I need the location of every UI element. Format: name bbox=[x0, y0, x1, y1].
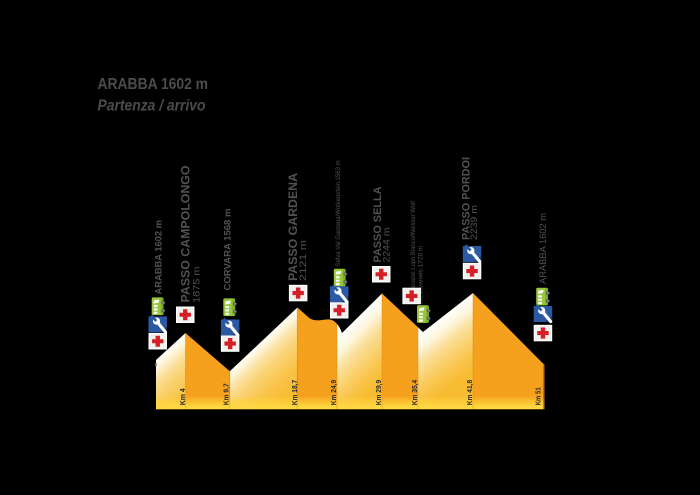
svg-text:Km 24,9: Km 24,9 bbox=[331, 380, 338, 406]
svg-text:Km 35,4: Km 35,4 bbox=[412, 380, 419, 406]
svg-text:Km 18,7: Km 18,7 bbox=[292, 380, 299, 406]
svg-text:Partenza / arrivo: Partenza / arrivo bbox=[98, 98, 206, 115]
svg-text:ARABBA 1602 m: ARABBA 1602 m bbox=[153, 220, 164, 295]
svg-text:Km 51: Km 51 bbox=[536, 387, 543, 405]
svg-text:PASSO SELLA: PASSO SELLA bbox=[372, 187, 384, 263]
svg-text:2121 m: 2121 m bbox=[298, 240, 309, 281]
svg-text:CORVARA 1568 m: CORVARA 1568 m bbox=[222, 209, 233, 291]
svg-text:2239 m: 2239 m bbox=[469, 205, 480, 240]
svg-text:PASSO PORDOI: PASSO PORDOI bbox=[460, 157, 472, 240]
svg-text:2244 m: 2244 m bbox=[381, 227, 392, 262]
svg-text:Km 29,9: Km 29,9 bbox=[376, 380, 383, 406]
svg-text:Schiavaneis 1720 m: Schiavaneis 1720 m bbox=[417, 246, 424, 305]
svg-text:PASSO CAMPOLONGO: PASSO CAMPOLONGO bbox=[179, 165, 193, 302]
svg-text:Km 41,8: Km 41,8 bbox=[467, 380, 474, 406]
svg-text:Km 9,7: Km 9,7 bbox=[224, 383, 231, 405]
svg-text:Selva Val Gardena/Wolkenstein: Selva Val Gardena/Wolkenstein 1563 m bbox=[335, 160, 342, 266]
svg-text:1875 m: 1875 m bbox=[191, 266, 202, 303]
svg-text:ARABBA 1602 m: ARABBA 1602 m bbox=[98, 76, 209, 93]
svg-text:ARABBA 1602 m: ARABBA 1602 m bbox=[538, 213, 549, 284]
svg-text:Canazei Lupo Bianco/Weisser Wo: Canazei Lupo Bianco/Weisser Wolf bbox=[410, 201, 417, 293]
svg-text:PASSO GARDENA: PASSO GARDENA bbox=[286, 173, 300, 281]
svg-text:Km 4: Km 4 bbox=[180, 388, 187, 405]
